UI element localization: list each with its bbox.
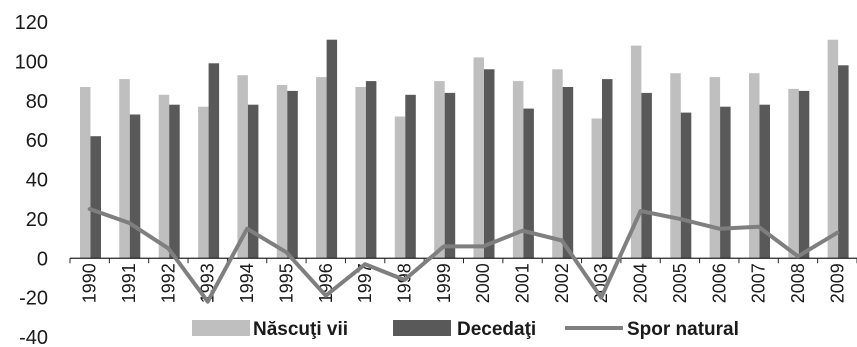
legend-spor-natural-label: Spor natural <box>627 319 739 340</box>
y-tick-label: 100 <box>15 51 48 73</box>
bar-nascuti-vii-2009 <box>827 39 839 259</box>
bar-decedati-1998 <box>405 94 416 259</box>
x-tick-label: 1994 <box>237 263 257 303</box>
y-tick-label: 60 <box>26 130 48 152</box>
line-spor-natural <box>87 207 840 304</box>
bar-decedati-2003 <box>602 79 613 259</box>
y-tick-label: -40 <box>19 327 48 347</box>
x-tick-label: 2005 <box>670 263 690 303</box>
bar-nascuti-vii-2008 <box>788 88 799 259</box>
x-tick-label: 2004 <box>631 263 651 303</box>
x-tick-label: 2007 <box>749 263 769 303</box>
y-tick-label: -20 <box>19 288 48 310</box>
bar-decedati-2007 <box>759 104 770 259</box>
x-tick-label: 1997 <box>355 263 375 303</box>
x-tick-label: 2009 <box>827 263 847 303</box>
legend-nascuti-vii-label: Născuţi vii <box>253 319 348 340</box>
bar-decedati-2004 <box>641 92 652 259</box>
bar-decedati-1990 <box>90 136 101 259</box>
x-tick-label: 2006 <box>709 263 729 303</box>
bar-nascuti-vii-1999 <box>434 81 445 259</box>
bar-decedati-2002 <box>562 87 574 259</box>
bar-nascuti-vii-2003 <box>591 118 602 259</box>
bar-decedati-1994 <box>247 104 259 259</box>
bar-decedati-2000 <box>484 69 495 259</box>
legend-decedati-label: Decedaţi <box>457 319 536 340</box>
bar-nascuti-vii-2002 <box>552 69 563 259</box>
x-tick-label: 1992 <box>158 263 178 303</box>
legend-decedati-swatch <box>393 320 451 336</box>
bar-nascuti-vii-1996 <box>316 77 327 259</box>
bar-nascuti-vii-1998 <box>394 116 406 259</box>
x-tick-label: 1998 <box>395 263 415 303</box>
y-tick-label: 120 <box>15 12 48 34</box>
x-tick-label: 1995 <box>276 263 296 303</box>
x-tick-label: 1990 <box>80 263 100 303</box>
bar-decedati-1999 <box>444 92 456 259</box>
x-tick-label: 2001 <box>513 263 533 303</box>
y-tick-label: 0 <box>37 248 48 270</box>
line-layer <box>87 207 840 304</box>
bar-decedati-2001 <box>523 108 534 259</box>
bar-decedati-2006 <box>720 106 731 259</box>
bar-nascuti-vii-1997 <box>355 87 366 259</box>
y-tick-label: 20 <box>26 209 48 231</box>
bar-nascuti-vii-2001 <box>512 81 524 259</box>
bar-nascuti-vii-1995 <box>276 85 288 259</box>
bar-nascuti-vii-2007 <box>749 73 760 259</box>
bars <box>80 39 849 259</box>
x-tick-label: 2002 <box>552 263 572 303</box>
x-tick-label: 1999 <box>434 263 454 303</box>
bar-decedati-2009 <box>838 65 849 259</box>
x-tick-label: 1991 <box>119 263 139 303</box>
bar-decedati-1996 <box>326 39 338 259</box>
bar-decedati-2005 <box>680 112 692 259</box>
y-tick-label: 40 <box>26 170 48 192</box>
bar-decedati-1995 <box>287 90 298 259</box>
x-tick-label: 2000 <box>473 263 493 303</box>
bar-decedati-1993 <box>208 63 220 259</box>
x-tick-label: 1993 <box>198 263 218 303</box>
bar-decedati-1992 <box>169 104 180 259</box>
bar-nascuti-vii-2006 <box>709 77 721 259</box>
legend: Născuţi vii Decedaţi Spor natural <box>192 319 739 340</box>
bar-decedati-1997 <box>365 81 377 259</box>
y-axis-ticks: -40 -20 0 20 40 60 80 100 120 <box>15 12 48 347</box>
y-tick-label: 80 <box>26 91 48 113</box>
bar-nascuti-vii-2000 <box>473 57 484 259</box>
bar-nascuti-vii-1992 <box>158 94 170 259</box>
bar-nascuti-vii-1991 <box>119 79 130 259</box>
bar-nascuti-vii-1993 <box>198 106 209 259</box>
bar-nascuti-vii-2004 <box>630 45 642 259</box>
bar-decedati-2008 <box>798 90 810 259</box>
legend-nascuti-vii-swatch <box>192 320 250 336</box>
x-axis <box>69 257 857 264</box>
bar-nascuti-vii-2005 <box>670 73 681 259</box>
bar-decedati-1991 <box>129 114 141 259</box>
bar-nascuti-vii-1994 <box>237 75 248 259</box>
bar-nascuti-vii-1990 <box>80 87 91 259</box>
x-tick-label: 2008 <box>788 263 808 303</box>
